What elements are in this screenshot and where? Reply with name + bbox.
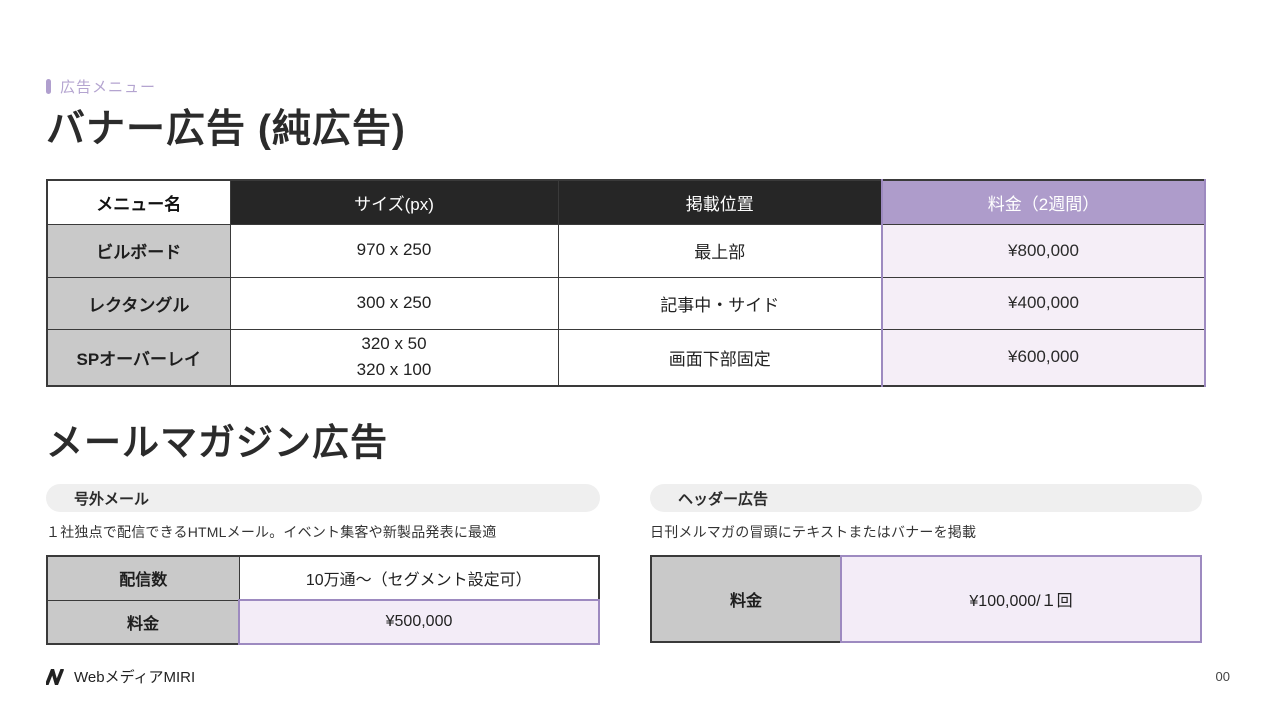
mailmag-section-title: メールマガジン広告: [46, 422, 388, 463]
cell-size: 970 x 250: [229, 223, 559, 278]
page-number: 00: [1215, 669, 1230, 684]
cell-label: 料金: [650, 555, 842, 643]
table-row: SPオーバーレイ 320 x 50 320 x 100 画面下部固定 ¥600,…: [46, 328, 1206, 387]
subsection-pill: 号外メール: [46, 484, 600, 512]
cell-menu: ビルボード: [46, 223, 231, 278]
subsection-description: １社独点で配信できるHTMLメール。イベント集客や新製品発表に最適: [46, 524, 497, 540]
subsection-pill: ヘッダー広告: [650, 484, 1202, 512]
col-header-price: 料金（2週間）: [881, 179, 1206, 225]
subsection-description: 日刊メルマガの冒頭にテキストまたはバナーを掲載: [650, 524, 977, 540]
footer-brand: WebメディアMIRI: [46, 666, 195, 687]
banner-section-title: バナー広告 (純広告): [46, 108, 406, 151]
banner-table-header-row: メニュー名 サイズ(px) 掲載位置 料金（2週間）: [46, 179, 1206, 225]
cell-price: ¥800,000: [881, 223, 1206, 278]
cell-position: 記事中・サイド: [557, 276, 883, 330]
gogai-mail-table: 配信数 10万通〜（セグメント設定可） 料金 ¥500,000: [46, 555, 600, 645]
table-row: 配信数 10万通〜（セグメント設定可）: [46, 555, 600, 601]
subsection-gogai-mail: 号外メール １社独点で配信できるHTMLメール。イベント集客や新製品発表に最適 …: [46, 484, 600, 645]
table-row: ビルボード 970 x 250 最上部 ¥800,000: [46, 223, 1206, 278]
cell-position: 画面下部固定: [557, 328, 883, 387]
brand-name: WebメディアMIRI: [74, 669, 196, 686]
subsection-header-ad: ヘッダー広告 日刊メルマガの冒頭にテキストまたはバナーを掲載 料金 ¥100,0…: [650, 484, 1202, 643]
cell-price: ¥600,000: [881, 328, 1206, 387]
eyebrow-label: 広告メニュー: [60, 79, 157, 96]
eyebrow: 広告メニュー: [46, 76, 156, 97]
table-row: 料金 ¥500,000: [46, 599, 600, 645]
banner-price-table: メニュー名 サイズ(px) 掲載位置 料金（2週間） ビルボード 970 x 2…: [46, 179, 1206, 387]
cell-menu: SPオーバーレイ: [46, 328, 231, 387]
cell-value: 10万通〜（セグメント設定可）: [238, 555, 600, 601]
header-ad-table: 料金 ¥100,000/１回: [650, 555, 1202, 643]
cell-position: 最上部: [557, 223, 883, 278]
cell-label: 料金: [46, 599, 240, 645]
col-header-menu: メニュー名: [46, 179, 231, 225]
cell-price: ¥500,000: [238, 599, 600, 645]
cell-size: 320 x 50 320 x 100: [229, 328, 559, 387]
table-row: 料金 ¥100,000/１回: [650, 555, 1202, 643]
cell-price: ¥100,000/１回: [840, 555, 1202, 643]
cell-price: ¥400,000: [881, 276, 1206, 330]
cell-label: 配信数: [46, 555, 240, 601]
cell-menu: レクタングル: [46, 276, 231, 330]
brand-logo-icon: [46, 668, 67, 685]
col-header-size: サイズ(px): [229, 179, 559, 225]
col-header-position: 掲載位置: [557, 179, 883, 225]
table-row: レクタングル 300 x 250 記事中・サイド ¥400,000: [46, 276, 1206, 330]
accent-bar-icon: [46, 79, 51, 94]
cell-size: 300 x 250: [229, 276, 559, 330]
banner-table-wrap: メニュー名 サイズ(px) 掲載位置 料金（2週間） ビルボード 970 x 2…: [46, 179, 1206, 387]
